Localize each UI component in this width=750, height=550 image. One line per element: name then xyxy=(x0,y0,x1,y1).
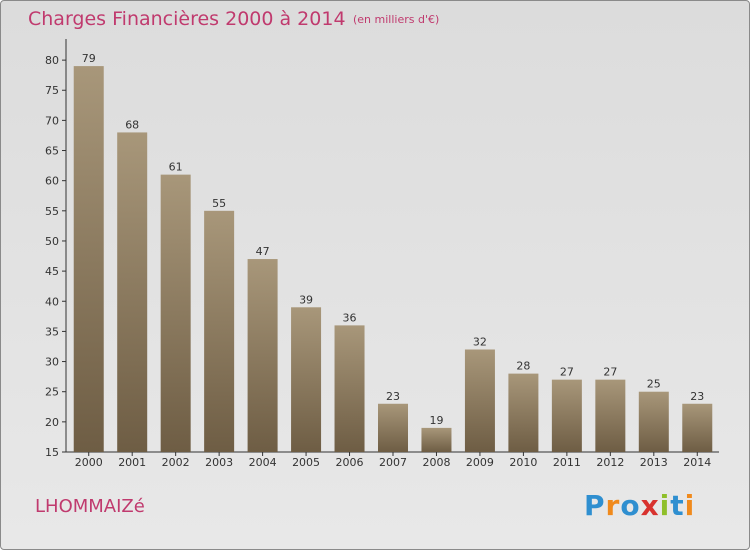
bar xyxy=(334,325,365,452)
bar xyxy=(378,403,408,452)
bar-value-label: 19 xyxy=(429,414,443,427)
x-tick-label: 2004 xyxy=(249,456,277,469)
y-tick-label: 60 xyxy=(45,175,59,188)
x-tick-label: 2006 xyxy=(336,456,364,469)
bar-value-label: 47 xyxy=(256,245,270,258)
bar-value-label: 27 xyxy=(560,366,574,379)
y-tick-label: 35 xyxy=(45,325,59,338)
bar-value-label: 28 xyxy=(516,360,530,373)
bar-value-label: 23 xyxy=(386,390,400,403)
bar xyxy=(117,132,148,452)
bar xyxy=(421,427,452,452)
bar xyxy=(464,349,495,452)
chart-subtitle: (en milliers d'€) xyxy=(353,13,440,26)
bar xyxy=(508,373,539,452)
bar xyxy=(638,391,669,452)
bar-value-label: 68 xyxy=(125,118,139,131)
y-tick-label: 80 xyxy=(45,54,59,67)
y-tick-label: 15 xyxy=(45,446,59,459)
x-tick-label: 2007 xyxy=(379,456,407,469)
bar xyxy=(247,259,278,452)
x-tick-label: 2009 xyxy=(466,456,494,469)
proxiti-logo[interactable]: Proxiti xyxy=(584,489,695,522)
bar-value-label: 27 xyxy=(603,366,617,379)
y-tick-label: 30 xyxy=(45,356,59,369)
bar-value-label: 39 xyxy=(299,293,313,306)
y-tick-label: 50 xyxy=(45,235,59,248)
x-tick-label: 2000 xyxy=(75,456,103,469)
logo-letter: x xyxy=(640,489,660,522)
bar xyxy=(160,174,191,453)
x-tick-label: 2005 xyxy=(292,456,320,469)
y-tick-label: 75 xyxy=(45,84,59,97)
y-tick-label: 55 xyxy=(45,205,59,218)
bar xyxy=(595,379,626,452)
bar-value-label: 25 xyxy=(647,378,661,391)
logo-letter: i xyxy=(659,489,671,522)
y-tick-label: 25 xyxy=(45,386,59,399)
x-tick-label: 2001 xyxy=(118,456,146,469)
chart-title: Charges Financières 2000 à 2014 xyxy=(28,8,346,30)
bar xyxy=(551,379,582,452)
bar-value-label: 36 xyxy=(343,311,357,324)
bar-value-label: 23 xyxy=(690,390,704,403)
logo-letter: P xyxy=(584,489,606,522)
bar-value-label: 79 xyxy=(82,52,96,65)
bar-value-label: 32 xyxy=(473,335,487,348)
commune-name: LHOMMAIZé xyxy=(35,496,145,517)
y-tick-label: 70 xyxy=(45,114,59,127)
bar-value-label: 61 xyxy=(169,161,183,174)
y-tick-label: 65 xyxy=(45,145,59,158)
bar xyxy=(682,403,713,452)
x-tick-label: 2011 xyxy=(553,456,581,469)
x-tick-label: 2014 xyxy=(683,456,711,469)
logo-letter: r xyxy=(605,489,621,522)
x-tick-label: 2013 xyxy=(640,456,668,469)
logo-letter: t xyxy=(670,489,685,522)
y-tick-label: 45 xyxy=(45,265,59,278)
logo-letter: o xyxy=(620,489,641,522)
x-tick-label: 2003 xyxy=(205,456,233,469)
x-tick-label: 2012 xyxy=(596,456,624,469)
x-tick-label: 2008 xyxy=(422,456,450,469)
x-tick-label: 2010 xyxy=(509,456,537,469)
y-tick-label: 20 xyxy=(45,416,59,429)
y-tick-label: 40 xyxy=(45,295,59,308)
bar-value-label: 55 xyxy=(212,197,226,210)
bar xyxy=(204,210,235,452)
bar xyxy=(291,307,322,452)
logo-letter: i xyxy=(684,489,696,522)
bar xyxy=(73,66,104,453)
x-tick-label: 2002 xyxy=(162,456,190,469)
